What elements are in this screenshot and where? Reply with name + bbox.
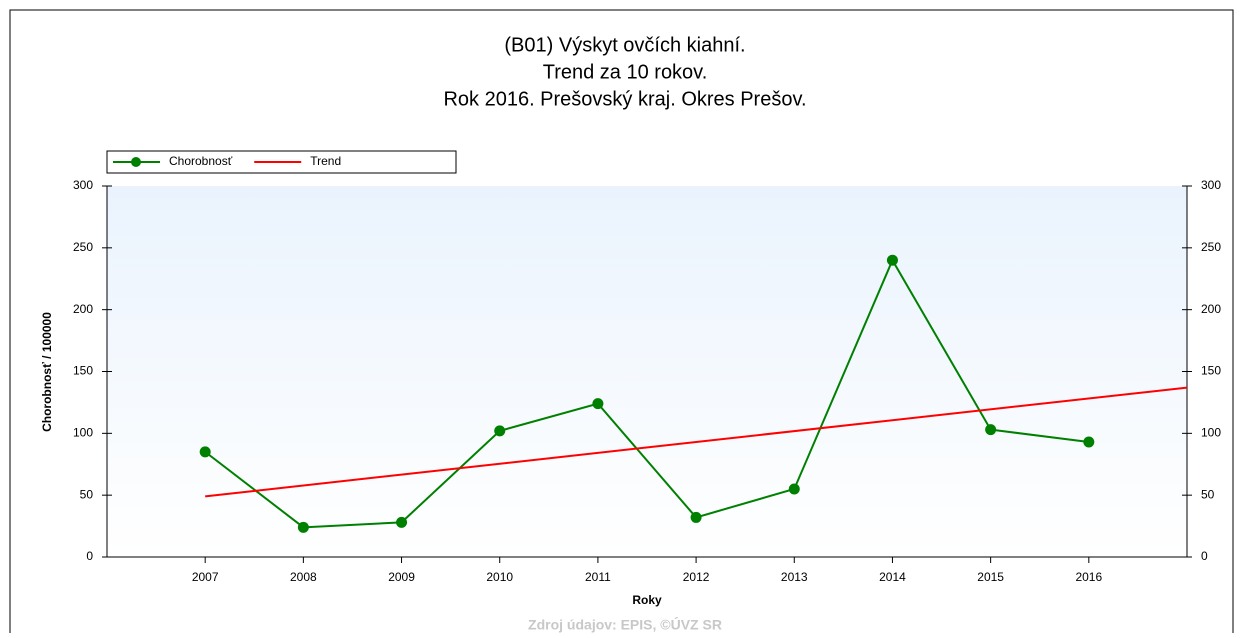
x-tick-label: 2013	[781, 570, 808, 584]
point	[985, 424, 997, 436]
point	[592, 398, 604, 410]
x-tick-label: 2009	[388, 570, 415, 584]
legend-label: Trend	[310, 154, 341, 168]
x-tick-label: 2010	[486, 570, 513, 584]
y2-tick-label: 50	[1201, 487, 1215, 501]
legend-label: Chorobnosť	[169, 154, 233, 168]
y2-tick-label: 300	[1201, 178, 1221, 192]
point	[297, 521, 309, 533]
source: Zdroj údajov: EPIS, ©ÚVZ SR	[528, 616, 722, 633]
y2-tick-label: 200	[1201, 302, 1221, 316]
chart-title: Rok 2016. Prešovský kraj. Okres Prešov.	[443, 88, 806, 110]
chart-title: (B01) Výskyt ovčích kiahní.	[504, 34, 745, 56]
point	[396, 516, 408, 528]
frame	[9, 9, 1234, 633]
point	[1083, 436, 1095, 448]
point	[886, 254, 898, 266]
series-line	[204, 257, 1089, 529]
point	[494, 425, 506, 437]
x-tick-label: 2014	[879, 570, 906, 584]
y2-tick-label: 100	[1201, 426, 1221, 440]
y-axis-label: Chorobnosť / 100000	[40, 312, 54, 432]
y-tick-label: 50	[80, 487, 94, 501]
y2-tick-label: 0	[1201, 549, 1208, 563]
y2-tick-label: 250	[1201, 240, 1221, 254]
y-tick-label: 100	[73, 426, 93, 440]
series-line	[205, 386, 1188, 498]
legend-marker	[131, 157, 141, 167]
y2-tick-label: 150	[1201, 364, 1221, 378]
y-tick-label: 300	[73, 178, 93, 192]
y-tick-label: 0	[86, 549, 93, 563]
x-tick-label: 2011	[585, 570, 611, 584]
point	[690, 511, 702, 523]
chart-title: Trend za 10 rokov.	[543, 61, 708, 83]
x-tick-label: 2012	[683, 570, 710, 584]
y-tick-label: 200	[73, 302, 93, 316]
point	[788, 483, 800, 495]
x-axis-label: Roky	[632, 593, 662, 607]
y-tick-label: 150	[73, 364, 93, 378]
y-tick-label: 250	[73, 240, 93, 254]
x-tick-label: 2015	[977, 570, 1004, 584]
point	[199, 446, 211, 458]
plot-area	[107, 186, 1187, 557]
x-tick-label: 2008	[290, 570, 317, 584]
x-tick-label: 2016	[1075, 570, 1102, 584]
x-tick-label: 2007	[192, 570, 219, 584]
